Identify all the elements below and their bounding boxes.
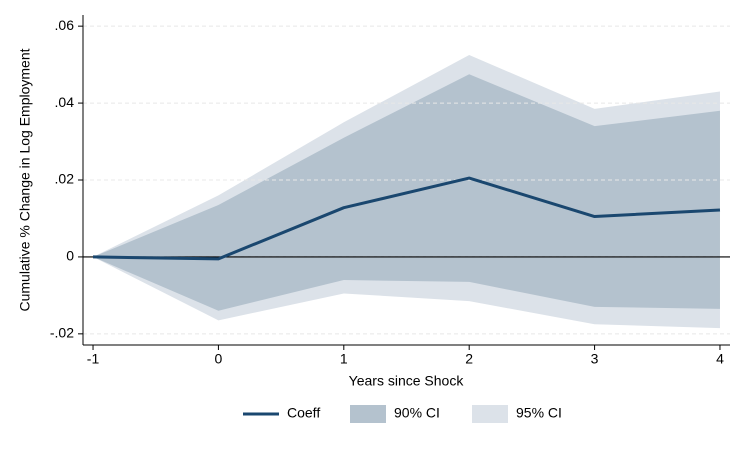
legend-swatch bbox=[472, 405, 508, 423]
x-tick-label: 3 bbox=[591, 351, 599, 367]
y-tick-label: 0 bbox=[66, 248, 74, 264]
y-tick-label: -.02 bbox=[50, 325, 74, 341]
y-tick-label: .06 bbox=[55, 17, 75, 33]
y-tick-label: .02 bbox=[55, 171, 75, 187]
x-tick-label: 4 bbox=[716, 351, 724, 367]
legend-label: 95% CI bbox=[516, 405, 562, 421]
x-tick-label: 2 bbox=[465, 351, 473, 367]
legend-label: Coeff bbox=[287, 405, 320, 421]
x-tick-label: 0 bbox=[215, 351, 223, 367]
legend-label: 90% CI bbox=[394, 405, 440, 421]
x-tick-label: 1 bbox=[340, 351, 348, 367]
x-axis-label: Years since Shock bbox=[349, 373, 465, 389]
x-tick-label: -1 bbox=[87, 351, 100, 367]
legend-swatch bbox=[350, 405, 386, 423]
y-axis-label: Cumulative % Change in Log Employment bbox=[17, 48, 33, 311]
coeff-line bbox=[93, 176, 721, 261]
y-tick-label: .04 bbox=[55, 94, 75, 110]
